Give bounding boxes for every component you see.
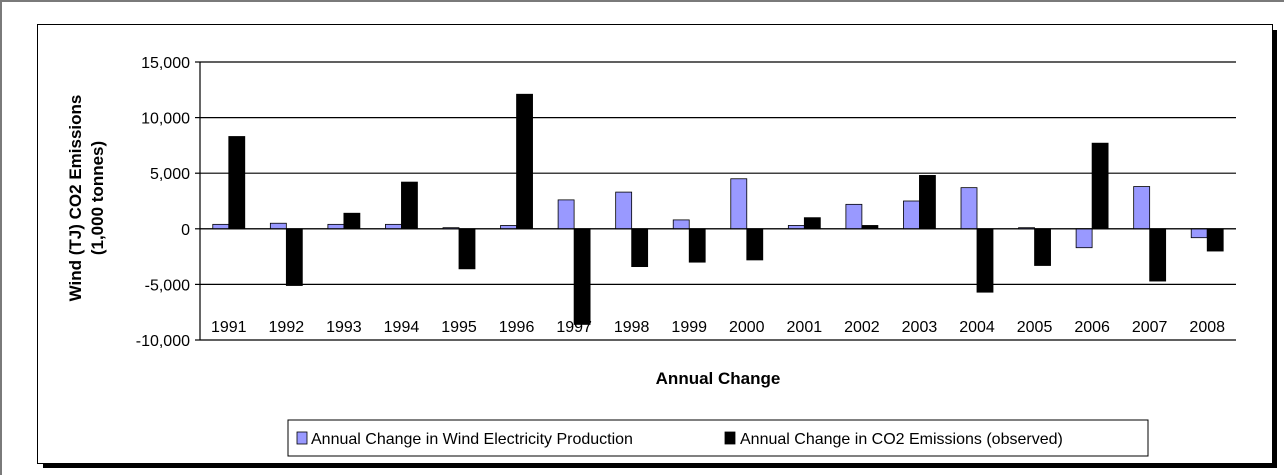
bar-wind-2000	[730, 178, 748, 230]
x-tick-label: 1995	[441, 319, 477, 336]
x-tick-label: 2008	[1189, 319, 1225, 336]
bar-wind-1992	[269, 222, 287, 230]
y-axis-title-line-2: (1,000 tonnes)	[88, 141, 107, 255]
bar-co2-2005	[1034, 228, 1051, 266]
bar-co2-1995	[458, 228, 476, 270]
legend-swatch-wind	[296, 431, 308, 445]
bar-co2-2001	[803, 217, 821, 230]
chart-area	[37, 24, 1273, 464]
bar-wind-1991	[212, 223, 230, 230]
bar-co2-1996	[516, 93, 533, 230]
bar-wind-2006	[1075, 228, 1093, 249]
x-tick-label: 1999	[671, 319, 707, 336]
y-tick-label: 10,000	[141, 111, 190, 128]
bar-wind-2008	[1190, 228, 1208, 239]
y-tick-label: -10,000	[136, 333, 190, 350]
bar-co2-1992	[285, 228, 303, 286]
bar-wind-1993	[327, 223, 345, 230]
x-tick-label: 1997	[556, 319, 592, 336]
bar-co2-1991	[228, 136, 246, 230]
bar-wind-2007	[1133, 186, 1151, 230]
bar-co2-1998	[631, 228, 649, 268]
y-tick-label: 15,000	[141, 55, 190, 72]
bar-wind-1998	[615, 191, 633, 230]
x-tick-label: 2006	[1074, 319, 1110, 336]
bar-co2-2007	[1149, 228, 1167, 282]
x-tick-label: 2005	[1017, 319, 1053, 336]
x-tick-label: 2004	[959, 319, 995, 336]
legend-label-wind: Annual Change in Wind Electricity Produc…	[311, 431, 633, 448]
bars	[212, 93, 1224, 325]
bar-co2-2003	[919, 175, 936, 230]
x-tick-label: 2007	[1132, 319, 1168, 336]
bar-co2-1993	[343, 212, 361, 230]
x-tick-label: 1992	[269, 319, 305, 336]
bar-wind-2003	[903, 200, 920, 230]
x-tick-label: 1991	[211, 319, 247, 336]
y-axis-title-line-1: Wind (TJ) CO2 Emissions	[66, 95, 85, 302]
bar-co2-2008	[1206, 228, 1224, 252]
bar-wind-1999	[672, 219, 690, 230]
x-tick-label: 1994	[384, 319, 420, 336]
legend-swatch-co2	[724, 431, 736, 445]
y-tick-label: 0	[181, 222, 190, 239]
x-tick-label: 2000	[729, 319, 765, 336]
chart-shadow-bottom	[43, 464, 1277, 468]
legend-box	[287, 419, 1149, 457]
legend-label-co2: Annual Change in CO2 Emissions (observed…	[740, 431, 1063, 448]
x-tick-labels: 1991 1992 1993 1994 1995 1996 1997 1998 1999 2000…	[211, 319, 1225, 336]
bar-wind-2004	[960, 187, 978, 230]
bar-co2-1997	[573, 228, 591, 325]
legend: Annual Change in Wind Electricity Produc…	[287, 419, 1149, 457]
bar-co2-1999	[688, 228, 706, 263]
x-tick-label: 1993	[326, 319, 362, 336]
gridlines	[195, 61, 1236, 341]
bar-co2-2004	[976, 228, 994, 293]
bar-co2-1994	[401, 181, 418, 230]
bar-co2-2000	[746, 228, 764, 261]
y-tick-labels: 15,000 10,000 5,000 0 -5,000 -10,000	[136, 55, 190, 350]
y-tick-label: -5,000	[145, 277, 190, 294]
bar-wind-2002	[845, 203, 863, 230]
bar-wind-1994	[385, 223, 402, 230]
bar-wind-1997	[557, 199, 575, 230]
x-axis-title: Annual Change	[656, 369, 781, 388]
x-tick-label: 2001	[787, 319, 823, 336]
x-tick-label: 2002	[844, 319, 880, 336]
y-tick-label: 5,000	[150, 166, 190, 183]
x-tick-label: 1996	[499, 319, 535, 336]
chart-shadow-right	[1273, 30, 1277, 466]
bar-co2-2006	[1091, 142, 1109, 230]
x-tick-label: 2003	[902, 319, 938, 336]
x-tick-label: 1998	[614, 319, 650, 336]
